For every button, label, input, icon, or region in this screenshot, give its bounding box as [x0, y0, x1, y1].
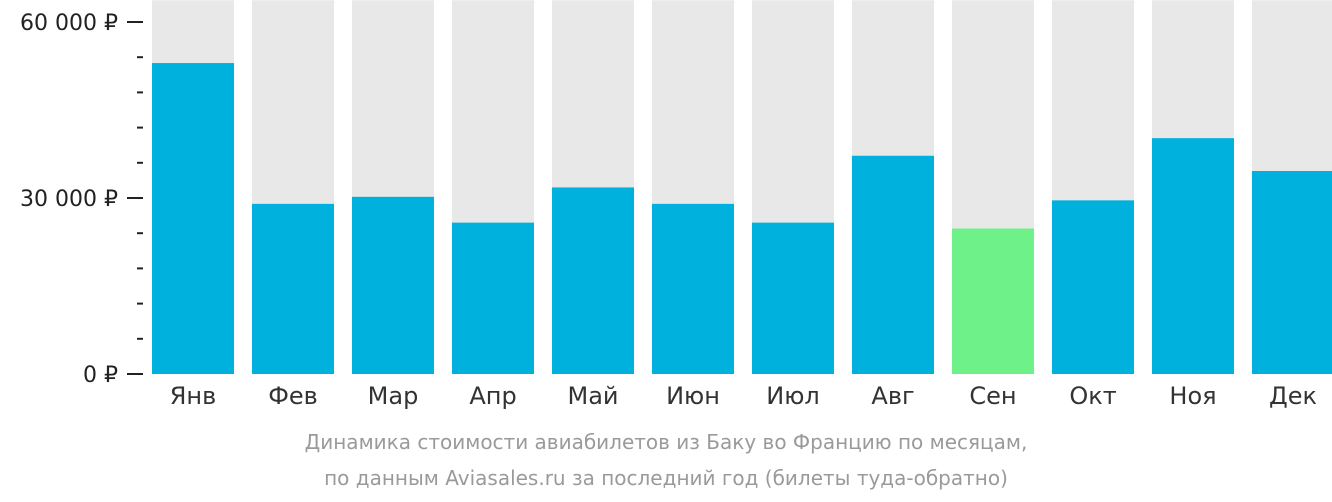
x-tick-label: Янв — [170, 382, 217, 410]
x-tick-label: Авг — [871, 382, 914, 410]
x-tick-label: Апр — [469, 382, 516, 410]
x-tick-label: Ноя — [1169, 382, 1216, 410]
x-tick-label: Сен — [969, 382, 1016, 410]
x-tick-label: Окт — [1069, 382, 1116, 410]
bar — [152, 63, 234, 375]
chart-caption-line-1: Динамика стоимости авиабилетов из Баку в… — [304, 430, 1028, 454]
bar — [852, 155, 934, 374]
bar — [1252, 171, 1332, 374]
bar — [952, 228, 1034, 374]
bar — [1152, 138, 1234, 374]
bar — [1052, 200, 1134, 374]
x-tick-label: Июн — [666, 382, 720, 410]
x-tick-label: Дек — [1269, 382, 1317, 410]
x-tick-label: Июл — [766, 382, 820, 410]
x-tick-label: Мар — [368, 382, 419, 410]
x-tick-label: Май — [567, 382, 618, 410]
chart-caption-line-2: по данным Aviasales.ru за последний год … — [324, 466, 1008, 490]
bar — [552, 187, 634, 374]
x-tick-label: Фев — [268, 382, 318, 410]
bar — [252, 203, 334, 374]
bar — [352, 196, 434, 374]
bar — [452, 222, 534, 374]
bar — [752, 222, 834, 374]
y-tick-label: 60 000 ₽ — [20, 11, 118, 36]
bar — [652, 203, 734, 374]
y-tick-label: 0 ₽ — [83, 363, 118, 388]
y-tick-label: 30 000 ₽ — [20, 187, 118, 212]
bar-chart: Янв Фев Мар Апр Май Июн Июл Авг Сен Окт Ноя Дек 0 ₽ 3… — [20, 0, 1332, 410]
